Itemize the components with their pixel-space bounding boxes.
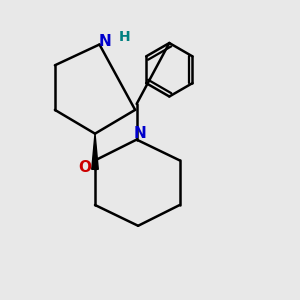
Text: N: N [99,34,112,49]
Text: N: N [133,126,146,141]
Text: O: O [78,160,91,175]
Text: H: H [119,30,130,44]
Polygon shape [92,134,98,169]
